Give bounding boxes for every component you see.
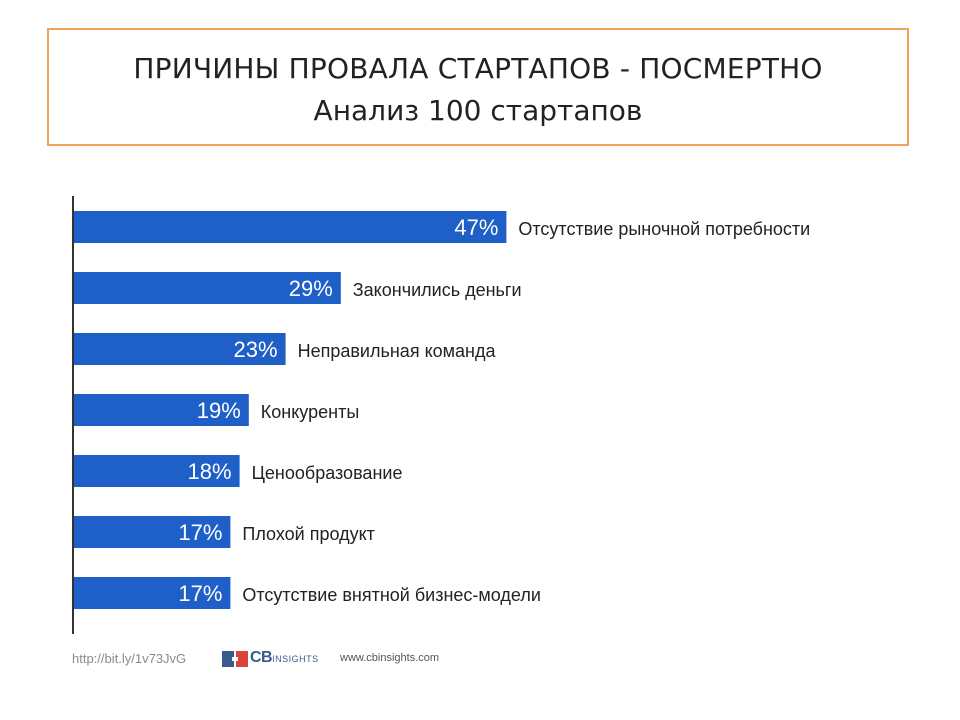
source-site[interactable]: www.cbinsights.com — [340, 652, 440, 664]
bar-value-label-1: 47% — [454, 215, 498, 240]
bar-1 — [74, 211, 507, 243]
bars-layer: 47% Отсутствие рыночной потребности 29% Зак… — [74, 211, 810, 609]
bar-value-label-3: 23% — [234, 337, 278, 362]
logo-main-text: CB — [250, 649, 273, 666]
source-footer: http://bit.ly/1v73JvG CBINSIGHTS www.cbi… — [72, 645, 492, 675]
cbinsights-logo-icon — [222, 651, 248, 667]
category-label-6: Плохой продукт — [242, 524, 375, 544]
bar-value-label-7: 17% — [178, 581, 222, 606]
logo-secondary-text: INSIGHTS — [272, 654, 319, 664]
title-box: ПРИЧИНЫ ПРОВАЛА СТАРТАПОВ - ПОСМЕРТНО Ан… — [47, 28, 909, 146]
category-label-3: Неправильная команда — [298, 341, 497, 361]
category-label-5: Ценообразование — [252, 463, 403, 483]
chart-subtitle: Анализ 100 стартапов — [313, 94, 643, 127]
category-label-7: Отсутствие внятной бизнес-модели — [242, 585, 541, 605]
bar-3 — [74, 333, 286, 365]
logo-text: CBINSIGHTS — [250, 649, 319, 667]
bar-value-label-4: 19% — [197, 398, 241, 423]
cbinsights-logo: CBINSIGHTS — [222, 647, 332, 671]
bar-4 — [74, 394, 249, 426]
bar-value-label-2: 29% — [289, 276, 333, 301]
bar-5 — [74, 455, 240, 487]
category-label-2: Закончились деньги — [353, 280, 522, 300]
category-label-4: Конкуренты — [261, 402, 359, 422]
bar-2 — [74, 272, 341, 304]
source-url[interactable]: http://bit.ly/1v73JvG — [72, 651, 187, 666]
bar-7 — [74, 577, 231, 609]
bar-chart: 47% Отсутствие рыночной потребности 29% Зак… — [72, 196, 810, 634]
category-label-1: Отсутствие рыночной потребности — [518, 219, 810, 239]
bar-value-label-6: 17% — [178, 520, 222, 545]
bar-value-label-5: 18% — [188, 459, 232, 484]
bar-6 — [74, 516, 231, 548]
chart-title: ПРИЧИНЫ ПРОВАЛА СТАРТАПОВ - ПОСМЕРТНО — [133, 52, 823, 85]
